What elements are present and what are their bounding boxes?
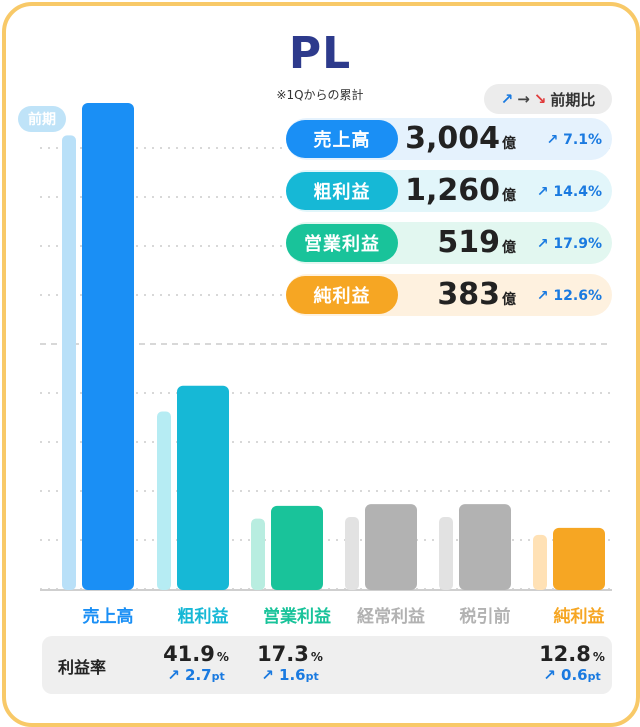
chart-title: PL <box>288 28 352 79</box>
up-arrow-icon: ↗ <box>261 666 274 684</box>
gross-margin-cell: 41.9% ↗ 2.7pt <box>163 642 229 684</box>
current-bar <box>82 103 134 590</box>
previous-bar <box>62 135 76 590</box>
summary-value: 3,004 億 <box>405 121 516 156</box>
summary-row-net-profit: 純利益 383 億 ↗ 12.6% <box>286 274 612 316</box>
current-bar <box>365 504 417 590</box>
up-arrow-icon: ↗ <box>543 666 556 684</box>
previous-bar <box>251 518 265 590</box>
legend-label: 前期比 <box>550 90 596 109</box>
summary-change: ↗ 12.6% <box>536 288 602 304</box>
summary-row-sales: 売上高 3,004 億 ↗ 7.1% <box>286 118 612 160</box>
current-bar <box>459 504 511 590</box>
summary-change: ↗ 7.1% <box>546 132 602 148</box>
summary-value: 383 億 <box>437 277 516 312</box>
summary-row-gross-profit: 粗利益 1,260 億 ↗ 14.4% <box>286 170 612 212</box>
previous-bar <box>439 517 453 590</box>
flat-arrow-icon: → <box>517 90 530 108</box>
category-label: 営業利益 <box>263 607 331 627</box>
up-arrow-icon: ↗ <box>546 132 559 148</box>
summary-label: 営業利益 <box>286 224 398 262</box>
previous-bar <box>533 534 547 590</box>
previous-bar <box>345 517 359 590</box>
chart-subtitle: ※1Qからの累計 <box>276 88 364 102</box>
change-legend: ↗ → ↘ 前期比 <box>484 84 612 114</box>
summary-change: ↗ 14.4% <box>536 184 602 200</box>
profit-margin-panel <box>42 636 612 694</box>
up-arrow-icon: ↗ <box>536 288 549 304</box>
summary-label: 売上高 <box>286 120 398 158</box>
up-arrow-icon: ↗ <box>167 666 180 684</box>
current-bar <box>553 527 605 590</box>
category-label: 税引前 <box>459 607 511 627</box>
profit-margin-label: 利益率 <box>58 658 107 677</box>
net-margin-cell: 12.8% ↗ 0.6pt <box>539 642 605 684</box>
up-arrow-icon: ↗ <box>536 184 549 200</box>
previous-period-tag: 前期 <box>18 106 66 132</box>
current-bar <box>177 385 229 590</box>
category-label: 売上高 <box>82 607 134 627</box>
up-arrow-icon: ↗ <box>536 236 549 252</box>
category-label: 粗利益 <box>177 607 229 627</box>
up-arrow-icon: ↗ <box>500 90 514 108</box>
previous-bar <box>157 411 171 590</box>
summary-value: 1,260 億 <box>405 173 516 208</box>
operating-margin-cell: 17.3% ↗ 1.6pt <box>257 642 323 684</box>
category-label: 純利益 <box>553 607 605 627</box>
category-label: 経常利益 <box>357 607 425 627</box>
current-bar <box>271 505 323 590</box>
summary-label: 粗利益 <box>286 172 398 210</box>
down-arrow-icon: ↘ <box>533 90 547 108</box>
summary-row-operating-profit: 営業利益 519 億 ↗ 17.9% <box>286 222 612 264</box>
summary-label: 純利益 <box>286 276 398 314</box>
summary-value: 519 億 <box>437 225 516 260</box>
summary-change: ↗ 17.9% <box>536 236 602 252</box>
